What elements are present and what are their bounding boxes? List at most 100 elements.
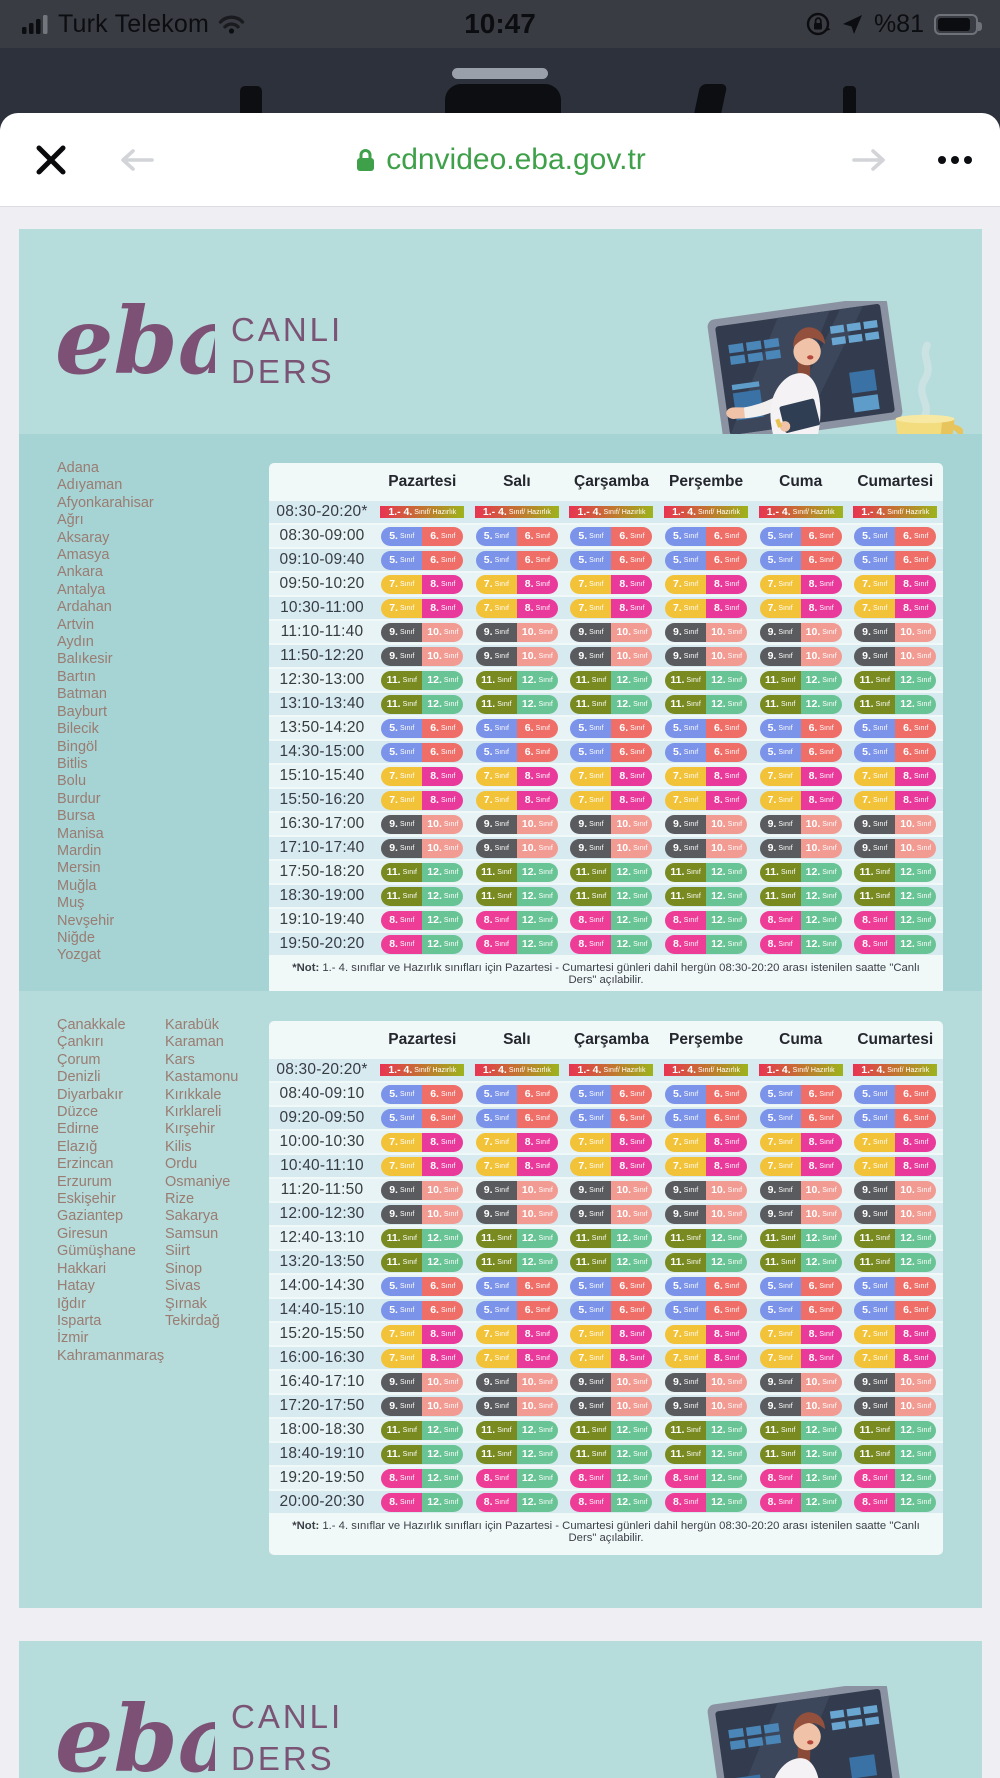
grade-badge-7-8: 7. Sınıf 8. Sınıf [759,1348,842,1368]
schedule-row: 17:20-17:50 9. Sınıf 10. Sınıf 9. Sınıf 10. Sını… [269,1395,943,1417]
city-item: Bursa [57,808,95,825]
grade-badge-5-6: 5. Sınıf 6. Sınıf [665,1108,748,1128]
grade-badge-11-12: 11. Sınıf 12. Sınıf [475,1252,558,1272]
time-slot: 15:10-15:40 [279,767,365,784]
grade-badge-hazirlik: 1.- 4. Sınıf/ Hazırlık [758,1064,843,1076]
grade-badge-5-6: 5. Sınıf 6. Sınıf [759,1108,842,1128]
grade-badge-9-10: 9. Sınıf 10. Sınıf [570,1204,653,1224]
grade-badge-7-8: 7. Sınıf 8. Sınıf [475,1132,558,1152]
time-slot: 17:20-17:50 [279,1397,365,1414]
time-slot: 11:10-11:40 [280,623,364,640]
grade-badge-11-12: 11. Sınıf 12. Sınıf [381,1252,464,1272]
city-item: Niğde [57,929,95,946]
grade-badge-7-8: 7. Sınıf 8. Sınıf [475,598,558,618]
grade-badge-11-12: 11. Sınıf 12. Sınıf [381,1228,464,1248]
city-item: Kastamonu [165,1069,239,1086]
grade-badge-7-8: 7. Sınıf 8. Sınıf [854,598,937,618]
grade-badge-9-10: 9. Sınıf 10. Sınıf [381,1204,464,1224]
grade-badge-hazirlik: 1.- 4. Sınıf/ Hazırlık [380,1064,465,1076]
grade-badge-7-8: 7. Sınıf 8. Sınıf [665,1156,748,1176]
grade-badge-8-12: 8. Sınıf 12. Sınıf [570,934,653,954]
city-item: Bilecik [57,721,99,738]
schedule-row: 19:50-20:20 8. Sınıf 12. Sınıf 8. Sınıf 12. Sını… [269,933,943,955]
grade-badge-11-12: 11. Sınıf 12. Sınıf [759,1420,842,1440]
grade-badge-8-12: 8. Sınıf 12. Sınıf [381,934,464,954]
day-header-row: Pazartesi Salı Çarşamba Perşembe Cuma Cumarte… [269,1021,943,1059]
forward-button[interactable] [850,113,888,206]
grade-badge-7-8: 7. Sınıf 8. Sınıf [475,1348,558,1368]
day-header: Pazartesi [388,473,457,490]
schedule-row: 17:10-17:40 9. Sınıf 10. Sınıf 9. Sınıf 10. Sını… [269,837,943,859]
schedule-section-2: Çanakkale Çankırı Çorum Denizli Diyarbakır Dü… [19,991,982,1608]
grade-badge-5-6: 5. Sınıf 6. Sınıf [381,742,464,762]
day-header: Cuma [779,1031,823,1048]
grade-badge-9-10: 9. Sınıf 10. Sınıf [665,838,748,858]
grade-badge-8-12: 8. Sınıf 12. Sınıf [759,1492,842,1512]
grade-badge-9-10: 9. Sınıf 10. Sınıf [759,1204,842,1224]
grade-badge-11-12: 11. Sınıf 12. Sınıf [759,1228,842,1248]
address-bar[interactable]: cdnvideo.eba.gov.tr [0,113,1000,206]
day-header: Çarşamba [574,1031,649,1048]
time-slot: 18:30-19:00 [279,887,365,904]
time-slot: 12:30-13:00 [279,671,365,688]
orientation-lock-icon [806,12,831,36]
city-item: Gümüşhane [57,1243,136,1260]
schedule-row: 11:10-11:40 9. Sınıf 10. Sınıf 9. Sınıf 10. Sını… [269,621,943,643]
title-line-2: DERS [231,1740,335,1777]
wifi-icon [218,15,245,34]
city-item: Hatay [57,1278,95,1295]
grade-badge-11-12: 11. Sınıf 12. Sınıf [759,670,842,690]
day-header: Cumartesi [857,1031,934,1048]
schedule-row: 15:10-15:40 7. Sınıf 8. Sınıf 7. Sınıf 8. Sınıf 7… [269,765,943,787]
schedule-row: 14:40-15:10 5. Sınıf 6. Sınıf 5. Sınıf 6. Sınıf 5… [269,1299,943,1321]
schedule-row: 08:30-20:20* 1.- 4. Sınıf/ Hazırlık 1.- 4. S… [269,1059,943,1081]
grade-badge-8-12: 8. Sınıf 12. Sınıf [381,1492,464,1512]
more-options-button[interactable] [938,113,972,206]
grade-badge-9-10: 9. Sınıf 10. Sınıf [665,1372,748,1392]
time-slot: 08:30-20:20* [276,1061,368,1078]
schedule-row: 15:50-16:20 7. Sınıf 8. Sınıf 7. Sınıf 8. Sınıf 7… [269,789,943,811]
close-button[interactable] [34,113,68,206]
grade-badge-9-10: 9. Sınıf 10. Sınıf [759,814,842,834]
grade-badge-9-10: 9. Sınıf 10. Sınıf [759,1180,842,1200]
back-arrow-icon [121,148,154,171]
grade-badge-11-12: 11. Sınıf 12. Sınıf [381,1444,464,1464]
more-options-icon [938,155,972,164]
time-slot: 17:10-17:40 [279,839,365,856]
title-line-1: CANLI [231,1698,344,1735]
grade-badge-9-10: 9. Sınıf 10. Sınıf [381,622,464,642]
schedule-row: 10:30-11:00 7. Sınıf 8. Sınıf 7. Sınıf 8. Sınıf 7… [269,597,943,619]
grade-badge-7-8: 7. Sınıf 8. Sınıf [759,598,842,618]
grade-badge-7-8: 7. Sınıf 8. Sınıf [665,1324,748,1344]
grade-badge-9-10: 9. Sınıf 10. Sınıf [475,622,558,642]
grade-badge-11-12: 11. Sınıf 12. Sınıf [665,1228,748,1248]
grade-badge-11-12: 11. Sınıf 12. Sınıf [854,1444,937,1464]
city-item: Gaziantep [57,1208,124,1225]
grade-badge-5-6: 5. Sınıf 6. Sınıf [381,1084,464,1104]
city-item: Giresun [57,1225,108,1242]
sheet-grabber[interactable] [452,68,548,79]
city-item: Sakarya [165,1208,219,1225]
city-item: Çanakkale [57,1017,126,1033]
time-slot: 14:00-14:30 [279,1277,365,1294]
grade-badge-11-12: 11. Sınıf 12. Sınıf [570,1444,653,1464]
grade-badge-5-6: 5. Sınıf 6. Sınıf [665,1300,748,1320]
browser-sheet: cdnvideo.eba.gov.tr [0,113,1000,206]
time-slot: 08:40-09:10 [279,1085,365,1102]
grade-badge-7-8: 7. Sınıf 8. Sınıf [381,1324,464,1344]
back-button[interactable] [118,113,156,206]
grade-badge-9-10: 9. Sınıf 10. Sınıf [854,838,937,858]
schedule-row: 18:30-19:00 11. Sınıf 12. Sınıf 11. Sınıf 12. Sı… [269,885,943,907]
schedule-row: 16:00-16:30 7. Sınıf 8. Sınıf 7. Sınıf 8. Sınıf 7… [269,1347,943,1369]
grade-badge-hazirlik: 1.- 4. Sınıf/ Hazırlık [474,1064,559,1076]
grade-badge-8-12: 8. Sınıf 12. Sınıf [475,934,558,954]
grade-badge-11-12: 11. Sınıf 12. Sınıf [381,1420,464,1440]
grade-badge-5-6: 5. Sınıf 6. Sınıf [665,526,748,546]
grade-badge-11-12: 11. Sınıf 12. Sınıf [381,886,464,906]
grade-badge-11-12: 11. Sınıf 12. Sınıf [570,1420,653,1440]
grade-badge-5-6: 5. Sınıf 6. Sınıf [570,526,653,546]
grade-badge-7-8: 7. Sınıf 8. Sınıf [759,790,842,810]
city-item: Düzce [57,1104,99,1121]
background-title-fragment [843,86,856,113]
